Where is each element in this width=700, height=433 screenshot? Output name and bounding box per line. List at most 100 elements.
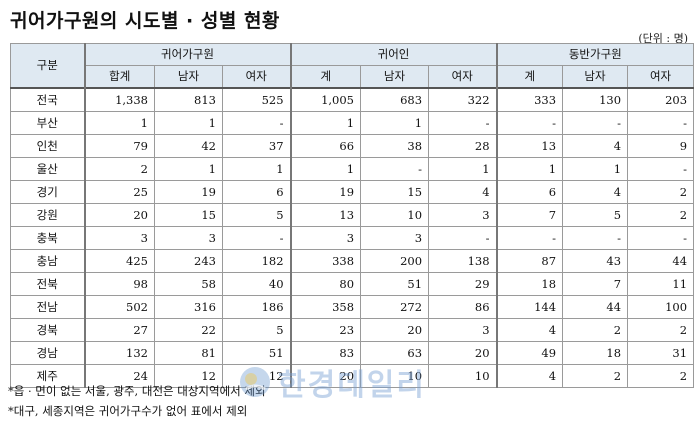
value-cell: 1 xyxy=(428,157,498,181)
value-cell: 58 xyxy=(154,272,223,296)
value-cell: 1 xyxy=(496,157,564,181)
region-cell: 제주 xyxy=(10,364,86,388)
value-cell: 81 xyxy=(154,341,223,365)
table-row: 강원 20 15 5 13 10 3 7 5 2 xyxy=(10,203,695,227)
value-cell: 2 xyxy=(84,157,155,181)
value-cell: 15 xyxy=(154,203,223,227)
header-sub: 여자 xyxy=(428,65,498,89)
value-cell: 5 xyxy=(562,203,629,227)
header-sub: 남자 xyxy=(154,65,223,89)
value-cell: 19 xyxy=(154,180,223,204)
value-cell: 100 xyxy=(627,295,695,319)
value-cell: 3 xyxy=(428,203,498,227)
value-cell: - xyxy=(221,111,292,135)
value-cell: 24 xyxy=(84,364,155,388)
value-cell: 43 xyxy=(562,249,629,273)
value-cell: - xyxy=(428,226,498,250)
value-cell: 49 xyxy=(496,341,564,365)
table-row: 울산 2 1 1 1-1 1 1- xyxy=(10,157,695,181)
value-cell: 1 xyxy=(84,111,155,135)
header-group-accompanying: 동반가구원 xyxy=(496,43,695,66)
region-cell: 전남 xyxy=(10,295,86,319)
region-cell: 전북 xyxy=(10,272,86,296)
value-cell: 79 xyxy=(84,134,155,158)
header-sub: 남자 xyxy=(562,65,629,89)
table-row: 충북 3 3-3 3- - - - xyxy=(10,226,695,250)
header-sub: 여자 xyxy=(627,65,695,89)
footnotes: *읍 · 면이 없는 서울, 광주, 대전은 대상지역에서 제외 *대구, 세종… xyxy=(8,381,266,421)
value-cell: 182 xyxy=(221,249,292,273)
value-cell: 10 xyxy=(428,364,498,388)
value-cell: - xyxy=(221,226,292,250)
region-cell: 경기 xyxy=(10,180,86,204)
value-cell: 1 xyxy=(562,157,629,181)
value-cell: 1 xyxy=(290,157,362,181)
value-cell: 3 xyxy=(154,226,223,250)
table-row: 경기 25 19 6 19 15 4 6 4 2 xyxy=(10,180,695,204)
value-cell: 22 xyxy=(154,318,223,342)
header-corner: 구분 xyxy=(10,43,86,89)
value-cell: 44 xyxy=(562,295,629,319)
value-cell: 13 xyxy=(496,134,564,158)
header-sub: 계 xyxy=(496,65,564,89)
value-cell: 4 xyxy=(496,364,564,388)
value-cell: 13 xyxy=(290,203,362,227)
value-cell: - xyxy=(627,111,695,135)
stats-table: 구분 귀어가구원 귀어인 동반가구원 합계 남자 여자 계 남자 여자 계 남자… xyxy=(10,43,695,388)
value-cell: 10 xyxy=(360,364,430,388)
value-cell: 186 xyxy=(221,295,292,319)
value-cell: 44 xyxy=(627,249,695,273)
value-cell: - xyxy=(562,226,629,250)
value-cell: 2 xyxy=(627,318,695,342)
value-cell: 7 xyxy=(562,272,629,296)
value-cell: 12 xyxy=(154,364,223,388)
value-cell: 40 xyxy=(221,272,292,296)
value-cell: 4 xyxy=(562,180,629,204)
value-cell: - xyxy=(496,226,564,250)
region-cell: 전국 xyxy=(10,87,86,112)
value-cell: 138 xyxy=(428,249,498,273)
value-cell: 1,005 xyxy=(290,87,362,112)
value-cell: 3 xyxy=(428,318,498,342)
table-row: 경북 27 22 5 23 20 3 4 2 2 xyxy=(10,318,695,342)
value-cell: 20 xyxy=(360,318,430,342)
value-cell: 66 xyxy=(290,134,362,158)
value-cell: 2 xyxy=(627,180,695,204)
value-cell: 130 xyxy=(562,87,629,112)
value-cell: 272 xyxy=(360,295,430,319)
table-row: 전국 1,338 813 525 1,005 683 322 333 130 203 xyxy=(10,87,695,112)
value-cell: 37 xyxy=(221,134,292,158)
value-cell: 83 xyxy=(290,341,362,365)
value-cell: - xyxy=(627,226,695,250)
value-cell: 9 xyxy=(627,134,695,158)
value-cell: 338 xyxy=(290,249,362,273)
value-cell: 5 xyxy=(221,318,292,342)
value-cell: 2 xyxy=(562,318,629,342)
value-cell: 51 xyxy=(360,272,430,296)
value-cell: 3 xyxy=(290,226,362,250)
region-cell: 부산 xyxy=(10,111,86,135)
value-cell: 1 xyxy=(154,111,223,135)
value-cell: 31 xyxy=(627,341,695,365)
value-cell: 2 xyxy=(627,203,695,227)
value-cell: 80 xyxy=(290,272,362,296)
unit-label: (단위 : 명) xyxy=(638,32,688,45)
value-cell: 20 xyxy=(290,364,362,388)
footnote: *읍 · 면이 없는 서울, 광주, 대전은 대상지역에서 제외 xyxy=(8,384,266,398)
region-cell: 경남 xyxy=(10,341,86,365)
value-cell: 525 xyxy=(221,87,292,112)
region-cell: 강원 xyxy=(10,203,86,227)
value-cell: 27 xyxy=(84,318,155,342)
value-cell: - xyxy=(428,111,498,135)
value-cell: 200 xyxy=(360,249,430,273)
value-cell: - xyxy=(627,157,695,181)
value-cell: 144 xyxy=(496,295,564,319)
value-cell: 19 xyxy=(290,180,362,204)
value-cell: 63 xyxy=(360,341,430,365)
value-cell: - xyxy=(562,111,629,135)
value-cell: 322 xyxy=(428,87,498,112)
value-cell: 15 xyxy=(360,180,430,204)
value-cell: 1 xyxy=(360,111,430,135)
value-cell: 1 xyxy=(221,157,292,181)
value-cell: 4 xyxy=(428,180,498,204)
